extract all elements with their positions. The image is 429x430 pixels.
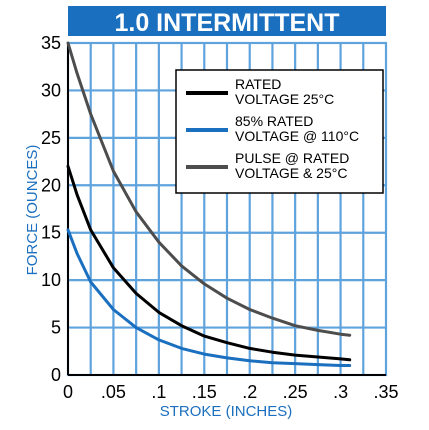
x-tick-label: .05 (101, 382, 126, 402)
y-tick-label: 5 (51, 318, 61, 338)
y-tick-label: 25 (41, 128, 61, 148)
title-banner (68, 6, 386, 36)
series-line-3 (66, 41, 352, 337)
x-axis-label: STROKE (INCHES) (160, 403, 293, 420)
legend-label-3: PULSE @ RATED VOLTAGE & 25°C (235, 150, 349, 181)
chart-title: 1.0 INTERMITTENT (114, 9, 339, 37)
series-line-1 (66, 164, 352, 362)
y-tick-label: 20 (41, 175, 61, 195)
legend-label-line: PULSE @ RATED (235, 150, 349, 166)
x-tick-label: .25 (283, 382, 308, 402)
y-tick-label: 15 (41, 223, 61, 243)
y-tick-label: 0 (51, 365, 61, 385)
series-lines (66, 41, 352, 367)
y-tick-label: 35 (41, 33, 61, 53)
y-axis-ticks: 0 5 10 15 20 25 30 35 (41, 33, 61, 385)
legend-label-line: RATED (235, 76, 281, 92)
y-tick-label: 30 (41, 80, 61, 100)
x-tick-label: .1 (151, 382, 166, 402)
legend-label-line: VOLTAGE @ 110°C (235, 128, 359, 144)
x-tick-label: .15 (192, 382, 217, 402)
x-tick-label: .2 (242, 382, 257, 402)
legend-label-line: VOLTAGE 25°C (235, 91, 334, 107)
legend-label-line: 85% RATED (235, 113, 313, 129)
x-tick-label: .3 (333, 382, 348, 402)
x-tick-label: .35 (373, 382, 398, 402)
y-tick-label: 10 (41, 270, 61, 290)
y-axis-label: FORCE (OUNCES) (24, 145, 41, 276)
legend-label-2: 85% RATED VOLTAGE @ 110°C (235, 113, 359, 144)
series-line-2 (66, 228, 352, 367)
x-tick-label: 0 (63, 382, 73, 402)
legend-label-1: RATED VOLTAGE 25°C (235, 76, 334, 107)
legend-label-line: VOLTAGE & 25°C (235, 165, 347, 181)
legend: RATED VOLTAGE 25°C 85% RATED VOLTAGE @ 110°… (175, 69, 384, 194)
x-axis-ticks: 0 .05 .1 .15 .2 .25 .3 .35 (63, 382, 399, 402)
